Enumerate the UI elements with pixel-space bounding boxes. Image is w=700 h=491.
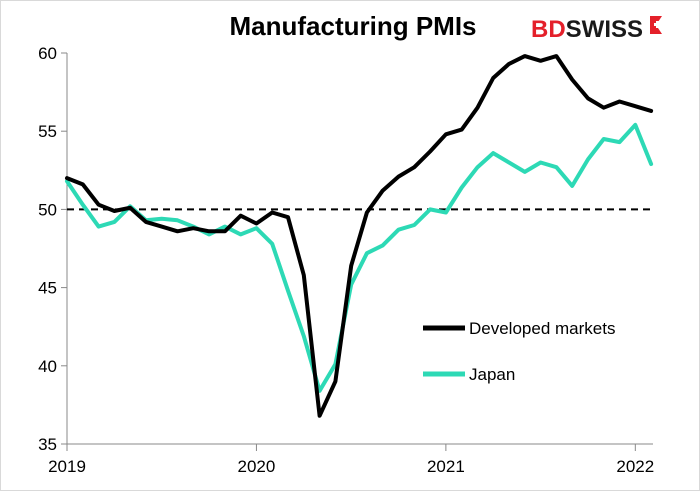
x-tick-label: 2022 — [616, 457, 654, 476]
y-tick-label: 45 — [38, 279, 57, 298]
legend: Developed markets Japan — [423, 319, 615, 384]
y-tick-label: 35 — [38, 435, 57, 454]
x-tick-label: 2020 — [238, 457, 276, 476]
y-tick-label: 60 — [38, 44, 57, 63]
chart-title: Manufacturing PMIs — [229, 11, 476, 41]
logo-swiss-text: SWISS — [566, 16, 643, 43]
y-axis-ticks: 35 40 45 50 55 60 — [38, 44, 67, 454]
logo-wordmark: BDSWISS — [531, 16, 643, 43]
x-tick-label: 2021 — [427, 457, 465, 476]
x-tick-label: 2019 — [48, 457, 86, 476]
y-tick-label: 40 — [38, 357, 57, 376]
logo-flag-icon — [650, 16, 662, 34]
series-line-japan — [65, 122, 654, 393]
brand-logo: BDSWISS — [531, 16, 662, 43]
y-tick-label: 50 — [38, 200, 57, 219]
legend-label-japan: Japan — [469, 365, 515, 384]
logo-bd-text: BD — [531, 16, 566, 43]
legend-label-developed-markets: Developed markets — [469, 319, 615, 338]
series-layer — [65, 54, 654, 418]
series-line-developed-markets — [65, 54, 654, 418]
y-tick-label: 55 — [38, 122, 57, 141]
axes — [66, 53, 653, 445]
x-axis-ticks: 2019 2020 2021 2022 — [48, 444, 654, 476]
